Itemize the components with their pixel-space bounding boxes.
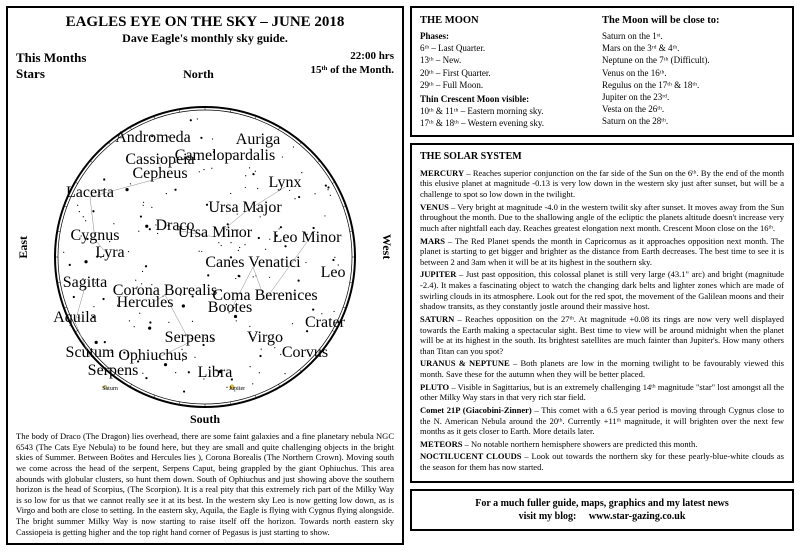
list-item: Vesta on the 26ᵗʰ.: [602, 103, 784, 115]
chart-heading-left1: This Months: [16, 50, 86, 66]
starchart-wrap: East AndromedaCassiopeiaCepheusAurigaCam…: [16, 82, 394, 412]
crescent-title: Thin Crescent Moon visible:: [420, 93, 602, 105]
svg-text:Serpens: Serpens: [88, 362, 139, 379]
svg-text:Jupiter: Jupiter: [229, 386, 245, 392]
svg-text:Libra: Libra: [198, 364, 233, 381]
svg-text:Cygnus: Cygnus: [71, 227, 120, 244]
stars-panel: EAGLES EYE ON THE SKY – JUNE 2018 Dave E…: [6, 6, 404, 545]
chart-heading-left2: Stars: [16, 66, 86, 82]
svg-text:Lynx: Lynx: [269, 174, 302, 191]
star-chart: AndromedaCassiopeiaCepheusAurigaCamelopa…: [35, 82, 375, 412]
south-label: South: [16, 412, 394, 427]
phases-title: Phases:: [420, 30, 602, 42]
planet-name: MERCURY: [420, 168, 464, 178]
planet-name: URANUS & NEPTUNE: [420, 358, 510, 368]
svg-text:Ursa Minor: Ursa Minor: [178, 224, 253, 241]
svg-text:Camelopardalis: Camelopardalis: [175, 147, 275, 164]
chart-heading-right2: 15ᵗʰ of the Month.: [310, 64, 394, 78]
west-label: West: [379, 234, 394, 259]
svg-text:Corvus: Corvus: [282, 344, 328, 361]
stars-description: The body of Draco (The Dragon) lies over…: [16, 431, 394, 537]
north-label: North: [183, 67, 214, 82]
solar-item: NOCTILUCENT CLOUDS – Look out towards th…: [420, 451, 784, 472]
planet-name: MARS: [420, 236, 445, 246]
planet-name: PLUTO: [420, 382, 449, 392]
footer-line2: visit my blog: www.star-gazing.co.uk: [420, 510, 784, 523]
svg-text:Auriga: Auriga: [236, 131, 280, 148]
list-item: Venus on the 16ᵗʰ.: [602, 67, 784, 79]
east-label: East: [16, 236, 31, 259]
solar-item: METEORS – No notable northern hemisphere…: [420, 439, 784, 450]
svg-text:Canes Venatici: Canes Venatici: [205, 254, 301, 271]
planet-name: NOCTILUCENT CLOUDS: [420, 451, 521, 461]
phases-list: 6ᵗʰ – Last Quarter.13ᵗʰ – New.20ᵗʰ – Fir…: [420, 42, 602, 91]
svg-text:Lacerta: Lacerta: [66, 184, 114, 201]
solar-item: JUPITER – Just past opposition, this col…: [420, 269, 784, 312]
solar-item: Comet 21P (Giacobini-Zinner) – This come…: [420, 405, 784, 437]
chart-heading-right1: 22:00 hrs: [310, 50, 394, 64]
solar-item: URANUS & NEPTUNE – Both planets are low …: [420, 358, 784, 379]
svg-text:Saturn: Saturn: [102, 386, 118, 392]
footer-line1: For a much fuller guide, maps, graphics …: [420, 497, 784, 510]
svg-text:Leo Minor: Leo Minor: [273, 229, 343, 246]
footer-panel: For a much fuller guide, maps, graphics …: [410, 489, 794, 531]
left-column: EAGLES EYE ON THE SKY – JUNE 2018 Dave E…: [6, 6, 404, 545]
title-block: EAGLES EYE ON THE SKY – JUNE 2018 Dave E…: [16, 14, 394, 46]
moon-panel: THE MOON Phases: 6ᵗʰ – Last Quarter.13ᵗʰ…: [410, 6, 794, 137]
svg-text:Ursa Major: Ursa Major: [208, 199, 282, 216]
list-item: 6ᵗʰ – Last Quarter.: [420, 42, 602, 54]
planet-name: METEORS: [420, 439, 463, 449]
svg-text:Scutum: Scutum: [66, 344, 115, 361]
svg-text:Serpens: Serpens: [165, 329, 216, 346]
planet-name: VENUS: [420, 202, 449, 212]
svg-text:Cepheus: Cepheus: [132, 165, 187, 182]
moon-title: THE MOON: [420, 14, 602, 28]
solar-item: SATURN – Reaches opposition on the 27ᵗʰ.…: [420, 314, 784, 357]
svg-text:Coma Berenices: Coma Berenices: [212, 287, 317, 304]
svg-text:Leo: Leo: [321, 264, 346, 281]
solar-item: VENUS – Very bright at magnitude -4.0 in…: [420, 202, 784, 234]
list-item: Mars on the 3ʳᵈ & 4ᵗʰ.: [602, 42, 784, 54]
list-item: Neptune on the 7ᵗʰ (Difficult).: [602, 54, 784, 66]
list-item: 20ᵗʰ – First Quarter.: [420, 67, 602, 79]
footer-label: visit my blog:: [519, 511, 577, 522]
solar-item: MARS – The Red Planet spends the month i…: [420, 236, 784, 268]
list-item: 10ᵗʰ & 11ᵗʰ – Eastern morning sky.: [420, 105, 602, 117]
svg-text:Sagitta: Sagitta: [63, 274, 107, 291]
solar-item: MERCURY – Reaches superior conjunction o…: [420, 168, 784, 200]
solar-title: THE SOLAR SYSTEM: [420, 151, 784, 164]
svg-text:Andromeda: Andromeda: [115, 129, 191, 146]
planet-name: SATURN: [420, 314, 454, 324]
svg-text:Aquila: Aquila: [53, 309, 97, 326]
list-item: 17ᵗʰ & 18ᵗʰ – Western evening sky.: [420, 117, 602, 129]
planet-name: Comet 21P (Giacobini-Zinner): [420, 405, 532, 415]
solar-item: PLUTO – Visible in Sagittarius, but is a…: [420, 382, 784, 403]
list-item: Saturn on the 1ˢᵗ.: [602, 30, 784, 42]
svg-text:Virgo: Virgo: [247, 329, 283, 346]
chart-header: This Months Stars North 22:00 hrs 15ᵗʰ o…: [16, 50, 394, 82]
crescent-list: 10ᵗʰ & 11ᵗʰ – Eastern morning sky.17ᵗʰ &…: [420, 105, 602, 129]
solar-list: MERCURY – Reaches superior conjunction o…: [420, 168, 784, 473]
svg-text:Crater: Crater: [305, 314, 346, 331]
list-item: 13ᵗʰ – New.: [420, 54, 602, 66]
close-title: The Moon will be close to:: [602, 14, 784, 28]
close-list: Saturn on the 1ˢᵗ.Mars on the 3ʳᵈ & 4ᵗʰ.…: [602, 30, 784, 127]
main-title: EAGLES EYE ON THE SKY – JUNE 2018: [16, 14, 394, 31]
right-column: THE MOON Phases: 6ᵗʰ – Last Quarter.13ᵗʰ…: [410, 6, 794, 545]
footer-url: www.star-gazing.co.uk: [589, 511, 686, 522]
list-item: Jupiter on the 23ʳᵈ.: [602, 91, 784, 103]
list-item: Saturn on the 28ᵗʰ.: [602, 115, 784, 127]
svg-text:Lyra: Lyra: [95, 244, 124, 261]
list-item: Regulus on the 17ᵗʰ & 18ᵗʰ.: [602, 79, 784, 91]
svg-text:Hercules: Hercules: [117, 294, 174, 311]
planet-name: JUPITER: [420, 269, 456, 279]
list-item: 29ᵗʰ – Full Moon.: [420, 79, 602, 91]
solar-panel: THE SOLAR SYSTEM MERCURY – Reaches super…: [410, 143, 794, 482]
subtitle: Dave Eagle's monthly sky guide.: [16, 31, 394, 46]
